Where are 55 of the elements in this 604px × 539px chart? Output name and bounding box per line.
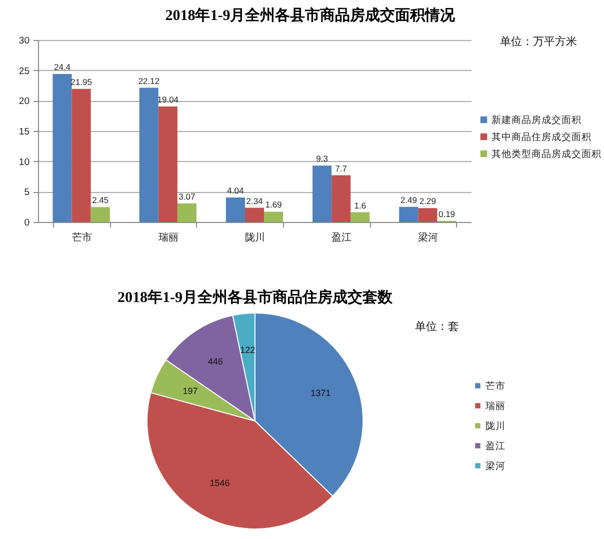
x-tick-label: 陇川 bbox=[245, 232, 265, 244]
legend-label: 其中商品住房成交面积 bbox=[492, 130, 592, 143]
text: 单位：套 bbox=[415, 320, 459, 334]
x-tick-label: 芒市 bbox=[72, 232, 92, 244]
legend-label: 新建商品房成交面积 bbox=[492, 114, 582, 126]
text: 单位：万平方米 bbox=[500, 35, 577, 49]
x-tick-label: 瑞丽 bbox=[158, 232, 178, 244]
data-label: 1371 bbox=[310, 388, 331, 398]
data-label: 3.07 bbox=[178, 191, 196, 202]
y-tick-label: 20 bbox=[18, 96, 30, 108]
y-tick-label: 15 bbox=[18, 126, 30, 138]
bar bbox=[418, 208, 438, 222]
data-label: 1.69 bbox=[265, 200, 282, 210]
y-tick-label: 25 bbox=[18, 66, 30, 77]
bar bbox=[264, 212, 284, 222]
y-tick-label: 10 bbox=[18, 156, 30, 168]
data-label: 1.6 bbox=[354, 200, 366, 210]
bar bbox=[90, 207, 110, 222]
bar bbox=[139, 88, 158, 222]
data-label: 4.04 bbox=[227, 185, 244, 196]
legend-label: 陇川 bbox=[486, 420, 506, 432]
data-label: 2.29 bbox=[419, 196, 436, 206]
x-tick-label: 盈江 bbox=[332, 232, 352, 244]
bar bbox=[244, 208, 264, 222]
y-tick-label: 30 bbox=[18, 36, 30, 46]
bar bbox=[226, 197, 245, 222]
bar bbox=[312, 166, 332, 222]
x-tick-label: 梁河 bbox=[418, 232, 438, 244]
bar bbox=[177, 203, 196, 222]
legend-label: 瑞丽 bbox=[486, 400, 506, 412]
bar bbox=[399, 206, 418, 222]
data-label: 2.49 bbox=[400, 194, 418, 205]
chart-title: 2018年1-9月全州各县市商品住房成交套数 bbox=[118, 288, 394, 306]
bar bbox=[52, 74, 72, 222]
legend-label: 梁河 bbox=[486, 460, 506, 472]
bar bbox=[72, 88, 91, 222]
bar bbox=[350, 212, 370, 222]
legend-label: 芒市 bbox=[486, 380, 506, 392]
legend-label: 其他类型商品房成交面积 bbox=[492, 148, 602, 160]
y-tick-label: 5 bbox=[24, 187, 30, 198]
bar bbox=[158, 106, 178, 222]
data-label: 24.4 bbox=[54, 62, 71, 72]
y-tick-label: 0 bbox=[24, 218, 30, 228]
bar bbox=[332, 175, 351, 222]
chart-title: 2018年1-9月全州各县市商品房成交面积情况 bbox=[165, 6, 456, 24]
data-label: 2.34 bbox=[246, 196, 264, 206]
data-label: 0.19 bbox=[438, 208, 456, 219]
legend-label: 盈江 bbox=[486, 440, 506, 452]
data-label: 1546 bbox=[210, 478, 230, 488]
data-label: 22.12 bbox=[138, 76, 160, 86]
data-label: 2.45 bbox=[92, 195, 109, 206]
data-label: 7.7 bbox=[335, 163, 348, 174]
data-label: 446 bbox=[208, 356, 223, 367]
data-label: 197 bbox=[182, 386, 198, 396]
data-label: 9.3 bbox=[316, 154, 328, 164]
